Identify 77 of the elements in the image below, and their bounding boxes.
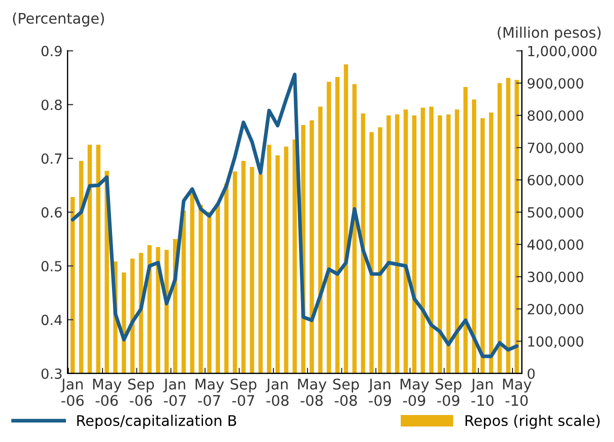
bar — [198, 204, 203, 374]
bar — [207, 212, 212, 374]
bar — [310, 120, 314, 374]
bar — [88, 144, 92, 374]
x-tick-label: Jan -06 — [60, 378, 84, 406]
line-series — [70, 72, 519, 358]
x-tick-label: Jan -09 — [368, 378, 392, 406]
bar — [463, 86, 468, 374]
y-tick-label: 0.7 — [42, 153, 62, 164]
y2-axis-title: (Million pesos) — [498, 26, 601, 41]
y2-tick-label: 100,000 — [528, 336, 584, 348]
y2-tick-label: 500,000 — [528, 207, 584, 220]
bar — [182, 210, 186, 374]
y-tick-label: 0.4 — [42, 314, 62, 326]
x-tick-label: Jan -08 — [266, 378, 289, 406]
bar — [480, 118, 485, 374]
bar — [378, 127, 382, 374]
bar — [79, 160, 84, 374]
y-tick-label: 0.3 — [42, 368, 62, 379]
bar — [292, 140, 297, 374]
bar — [395, 114, 400, 374]
x-tick-label: Sep -09 — [436, 378, 462, 406]
bar — [258, 174, 263, 374]
y2-tick-label: 700,000 — [528, 142, 584, 155]
bar — [454, 110, 460, 374]
bar — [438, 115, 442, 374]
bar — [318, 106, 322, 374]
bar — [472, 100, 476, 374]
x-tick-label: May -10 — [503, 378, 532, 406]
y2-tick-label: 0 — [528, 368, 535, 379]
bar — [241, 160, 246, 374]
x-tick-label: Jan -07 — [163, 378, 186, 406]
y-tick-label: 0.9 — [42, 46, 62, 56]
bar — [369, 132, 374, 374]
x-tick-label: May -08 — [298, 378, 326, 406]
bar — [498, 83, 502, 374]
legend-label: Repos (right scale) — [466, 414, 600, 429]
bar — [250, 166, 254, 374]
y2-tick-label: 400,000 — [527, 239, 584, 252]
bar — [216, 203, 220, 374]
x-tick-label: May -09 — [400, 378, 429, 406]
y2-tick-label: 600,000 — [528, 174, 584, 187]
y2-tick-label: 200,000 — [528, 304, 584, 316]
y2-tick-label: 800,000 — [528, 110, 584, 122]
bar — [326, 82, 332, 374]
bar — [404, 110, 408, 374]
bar — [96, 144, 100, 374]
x-tick-label: May -06 — [93, 378, 122, 406]
bar — [266, 144, 272, 374]
bar — [429, 106, 434, 374]
bar — [232, 172, 238, 374]
y2-tick-label: 900,000 — [528, 78, 584, 90]
bar — [386, 115, 391, 374]
x-tick-label: Sep -08 — [333, 378, 359, 406]
x-tick-label: Jan -10 — [470, 378, 494, 406]
bar — [506, 78, 510, 374]
bar — [284, 146, 288, 374]
y-tick-label: 0.5 — [42, 260, 62, 272]
x-tick-label: Sep -06 — [128, 378, 154, 406]
bar — [412, 115, 416, 374]
bar — [335, 76, 340, 374]
y-axis-title: (Percentage) — [13, 12, 104, 27]
bar — [446, 114, 451, 374]
y2-tick-label: 1,000,000 — [528, 46, 597, 58]
bar — [276, 155, 280, 374]
bar — [514, 80, 519, 374]
y-tick-label: 0.6 — [42, 207, 62, 218]
legend-label: Repos/capitalization B — [77, 414, 236, 429]
x-tick-label: Sep -07 — [230, 378, 256, 406]
bar — [489, 112, 494, 374]
bar — [224, 183, 229, 374]
bar — [70, 196, 75, 374]
y2-tick-label: 300,000 — [528, 272, 584, 284]
y-tick-label: 0.8 — [42, 100, 62, 110]
bar — [190, 193, 194, 374]
x-tick-label: May -07 — [196, 378, 224, 406]
bar — [420, 108, 425, 374]
